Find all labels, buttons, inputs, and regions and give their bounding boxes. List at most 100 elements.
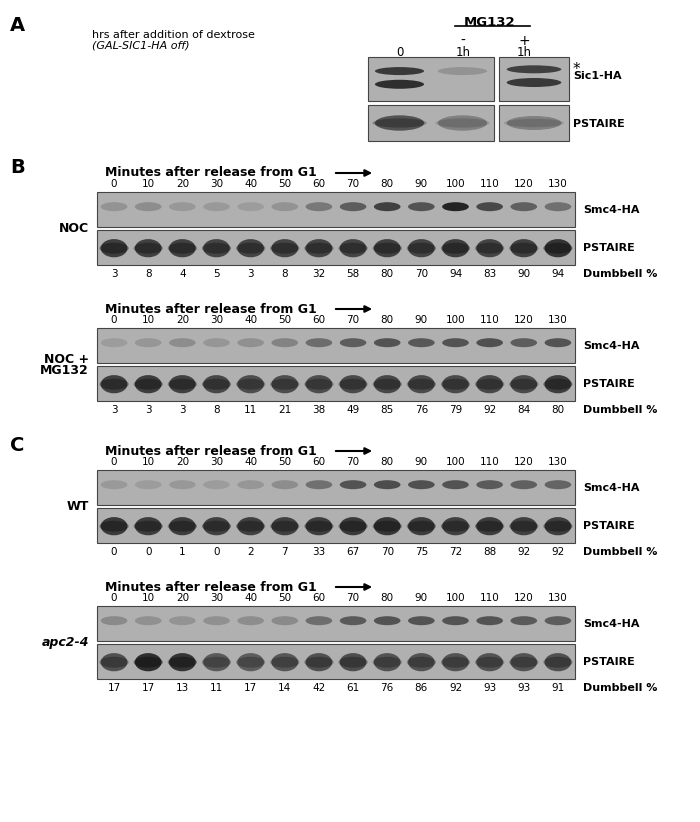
- Text: 60: 60: [312, 179, 326, 189]
- Text: 92: 92: [552, 547, 565, 557]
- Ellipse shape: [543, 379, 573, 390]
- Text: 20: 20: [176, 593, 189, 603]
- Text: Dumbbell %: Dumbbell %: [583, 269, 657, 279]
- Ellipse shape: [543, 242, 573, 254]
- Ellipse shape: [272, 202, 298, 211]
- Text: 50: 50: [278, 457, 291, 467]
- Ellipse shape: [169, 375, 196, 393]
- Text: 80: 80: [381, 593, 394, 603]
- Ellipse shape: [438, 115, 487, 131]
- Ellipse shape: [101, 517, 127, 535]
- Ellipse shape: [372, 379, 402, 390]
- Text: 8: 8: [214, 405, 220, 415]
- Text: 92: 92: [517, 547, 531, 557]
- Text: 100: 100: [446, 315, 466, 325]
- Ellipse shape: [340, 239, 366, 257]
- Text: Sic1-HA: Sic1-HA: [573, 71, 622, 81]
- Text: 86: 86: [414, 683, 428, 693]
- Ellipse shape: [169, 338, 196, 347]
- Ellipse shape: [407, 379, 436, 390]
- Ellipse shape: [135, 517, 162, 535]
- Text: NOC: NOC: [59, 222, 89, 235]
- Ellipse shape: [99, 379, 129, 390]
- Ellipse shape: [101, 653, 127, 672]
- Ellipse shape: [442, 517, 469, 535]
- Text: 38: 38: [312, 405, 326, 415]
- Text: 11: 11: [210, 683, 223, 693]
- Ellipse shape: [375, 115, 424, 131]
- Text: 60: 60: [312, 457, 326, 467]
- Text: 80: 80: [381, 315, 394, 325]
- Ellipse shape: [545, 517, 571, 535]
- Ellipse shape: [509, 242, 538, 254]
- Text: 93: 93: [517, 683, 531, 693]
- Ellipse shape: [441, 242, 470, 254]
- Ellipse shape: [340, 375, 366, 393]
- Text: *: *: [573, 62, 580, 77]
- Ellipse shape: [475, 657, 504, 667]
- Ellipse shape: [442, 338, 469, 347]
- Text: Dumbbell %: Dumbbell %: [583, 405, 657, 415]
- Ellipse shape: [135, 480, 162, 489]
- Ellipse shape: [135, 375, 162, 393]
- Ellipse shape: [441, 521, 470, 532]
- Text: 92: 92: [483, 405, 496, 415]
- Ellipse shape: [545, 653, 571, 672]
- Ellipse shape: [438, 67, 487, 75]
- Bar: [499, 105, 569, 141]
- Text: 79: 79: [449, 405, 462, 415]
- Text: 110: 110: [480, 593, 500, 603]
- Text: 0: 0: [111, 457, 118, 467]
- Text: 100: 100: [446, 179, 466, 189]
- Text: Minutes after release from G1: Minutes after release from G1: [105, 580, 321, 593]
- Text: 80: 80: [381, 457, 394, 467]
- Text: 85: 85: [381, 405, 394, 415]
- Text: 30: 30: [210, 457, 223, 467]
- Ellipse shape: [442, 239, 469, 257]
- Ellipse shape: [306, 375, 332, 393]
- Ellipse shape: [169, 653, 196, 672]
- Ellipse shape: [306, 616, 332, 626]
- Text: 42: 42: [312, 683, 326, 693]
- Ellipse shape: [441, 379, 470, 390]
- Text: 110: 110: [480, 179, 500, 189]
- Ellipse shape: [476, 375, 503, 393]
- Text: 21: 21: [278, 405, 291, 415]
- Ellipse shape: [507, 116, 561, 130]
- Text: 13: 13: [176, 683, 189, 693]
- Ellipse shape: [169, 239, 196, 257]
- Ellipse shape: [510, 616, 537, 626]
- Ellipse shape: [408, 517, 435, 535]
- Text: Minutes after release from G1: Minutes after release from G1: [105, 302, 321, 316]
- Text: 76: 76: [381, 683, 394, 693]
- Text: 3: 3: [247, 269, 254, 279]
- Ellipse shape: [408, 202, 435, 211]
- Ellipse shape: [510, 517, 537, 535]
- Text: C: C: [10, 436, 25, 455]
- Ellipse shape: [338, 379, 368, 390]
- Ellipse shape: [510, 653, 537, 672]
- Bar: [499, 57, 569, 101]
- Ellipse shape: [340, 338, 366, 347]
- Text: (GAL-SIC1-HA off): (GAL-SIC1-HA off): [92, 41, 190, 51]
- Ellipse shape: [340, 653, 366, 672]
- Text: 10: 10: [141, 593, 155, 603]
- Ellipse shape: [545, 239, 571, 257]
- Text: 0: 0: [396, 46, 404, 59]
- Text: 94: 94: [552, 269, 565, 279]
- Bar: [368, 57, 494, 101]
- Text: 8: 8: [281, 269, 288, 279]
- Ellipse shape: [306, 480, 332, 489]
- Text: 50: 50: [278, 179, 291, 189]
- Ellipse shape: [203, 202, 230, 211]
- Text: 5: 5: [214, 269, 220, 279]
- Text: 100: 100: [446, 593, 466, 603]
- Text: 4: 4: [179, 269, 186, 279]
- Text: 61: 61: [346, 683, 360, 693]
- Text: 130: 130: [548, 315, 568, 325]
- Bar: [97, 606, 575, 641]
- Ellipse shape: [545, 616, 571, 626]
- Text: 90: 90: [415, 179, 428, 189]
- Text: Dumbbell %: Dumbbell %: [583, 683, 657, 693]
- Ellipse shape: [475, 521, 504, 532]
